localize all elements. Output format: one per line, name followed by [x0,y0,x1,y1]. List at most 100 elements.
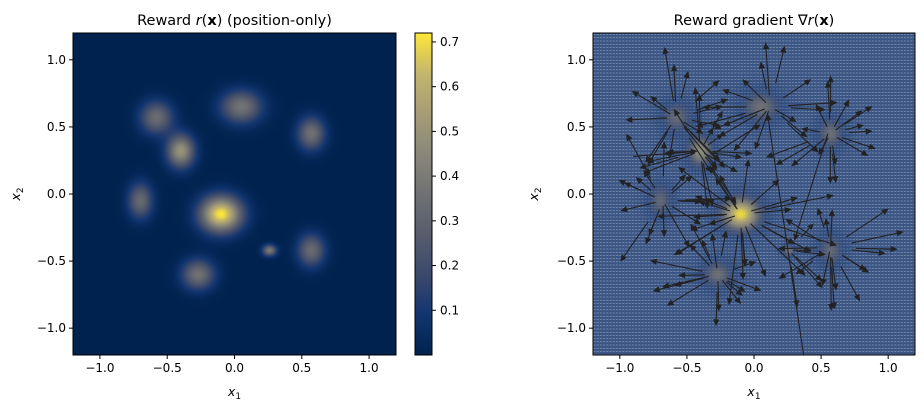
gradient-arrow [712,151,749,154]
x-tick-label: −0.5 [672,361,701,375]
gradient-arrowhead [827,176,834,184]
gradient-arrowhead [816,207,823,216]
gradient-arrow [733,262,753,270]
gradient-arrowhead [721,88,730,95]
x-tick-label: 1.0 [879,361,898,375]
gradient-arrow [650,151,694,162]
gradient-arrow [622,221,649,259]
gradient-arrow [831,258,837,287]
gradient-arrowhead [787,237,796,245]
gradient-arrowhead [710,160,718,169]
gradient-arrowhead [729,196,737,204]
gradient-arrowhead [693,218,702,225]
gradient-arrow [741,163,749,203]
gradient-arrow [715,292,718,323]
gradient-arrowhead [820,278,827,286]
gradient-arrow [794,133,829,238]
gradient-arrow [765,46,770,96]
gradient-arrowhead [780,45,787,54]
gradient-arrowhead [683,239,690,248]
gradient-arrow [822,251,831,282]
gradient-arrowhead [896,230,904,237]
gradient-arrow [750,181,777,205]
gradient-arrow [725,281,741,294]
colorbar-tick-label: 0.1 [440,303,459,317]
gradient-arrowhead [803,79,812,86]
gradient-arrow [795,256,820,279]
gradient-arrowhead [643,169,650,178]
gradient-arrow [782,81,809,99]
gradient-arrowhead [831,175,839,184]
gradient-arrowhead [868,143,876,150]
gradient-arrow [775,49,785,84]
gradient-arrowhead [645,237,652,245]
right-title: Reward gradient ∇r(x) [674,13,835,29]
gradient-arrowhead [855,110,863,117]
gradient-arrow [688,137,710,170]
gradient-arrow [646,152,695,173]
gradient-arrowhead [735,153,743,160]
right-axis-ticks: −1.0 −0.5 0.0 0.5 1.0 −1.0 −0.5 0.0 0.5 1.0 [557,53,898,375]
gradient-arrowhead [753,285,762,292]
gradient-arrow [682,274,705,276]
gradient-arrow [671,177,690,194]
colorbar-tick-label: 0.3 [440,214,459,228]
left-xlabel: x1 [227,384,241,402]
gradient-arrow [711,152,739,158]
gradient-arrow [851,249,882,254]
y-tick-label: 0.5 [567,120,586,134]
gradient-arrowhead [618,180,627,186]
gradient-arrowhead [788,115,797,123]
left-axis-ticks: −1.0 −0.5 0.0 0.5 1.0 −1.0 −0.5 0.0 0.5 1.0 [37,53,379,375]
gradient-arrowhead [890,245,898,253]
gradient-arrowhead [742,79,750,87]
gradient-arrow [653,260,703,272]
gradient-arrowhead [785,218,793,226]
gradient-arrowhead [724,195,732,202]
gradient-arrowhead [818,250,826,257]
gradient-arrow [848,130,869,134]
gradient-arrow [767,117,805,355]
gradient-arrow [745,226,765,274]
gradient-arrow [721,113,758,136]
gradient-arrowhead [815,280,823,289]
gradient-arrowhead [620,206,628,213]
gradient-arrow [740,227,744,276]
gradient-arrowhead [652,286,661,293]
gradient-arrows [618,42,904,355]
gradient-arrowhead [647,157,654,166]
gradient-arrowhead [801,126,809,133]
gradient-arrowhead [662,46,669,55]
gradient-arrowhead [625,116,633,123]
gradient-arrowhead [807,223,814,231]
gradient-arrowhead [824,80,832,88]
gradient-arrow [665,276,709,287]
gradient-arrow [691,246,710,266]
gradient-arrowhead [673,248,682,256]
gradient-arrowhead [715,104,723,111]
gradient-arrow [712,237,718,269]
gradient-arrow [629,117,668,121]
gradient-arrow [661,213,727,217]
gradient-arrow [696,99,725,111]
gradient-arrow [671,177,684,191]
gradient-arrow [751,198,795,212]
gradient-arrowhead [777,245,785,252]
gradient-arrowhead [692,87,699,95]
gradient-arrow [717,281,720,308]
gradient-arrowhead [635,177,644,185]
gradient-arrow [763,221,834,245]
gradient-arrow [830,256,832,307]
gradient-arrowhead [689,244,697,252]
gradient-arrowhead [830,99,838,107]
gradient-arrowhead [829,240,838,247]
gradient-arrow [835,112,860,131]
gradient-arrowhead [713,153,721,162]
x-tick-label: 0.5 [812,361,831,375]
gradient-arrow [796,250,822,255]
gradient-arrow [662,205,665,233]
gradient-arrowhead [726,297,733,306]
gradient-arrow [790,266,798,304]
gradient-arrow [643,156,679,168]
gradient-arrow [846,210,886,238]
